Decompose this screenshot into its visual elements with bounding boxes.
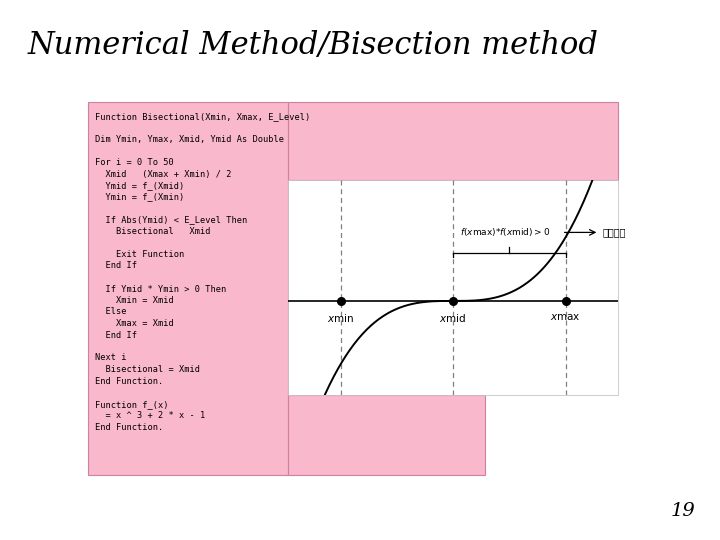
Text: Exit Function: Exit Function xyxy=(95,250,184,259)
Text: Ymid = f_(Xmid): Ymid = f_(Xmid) xyxy=(95,181,184,190)
Text: End If: End If xyxy=(95,330,137,340)
Text: Bisectional = Xmid: Bisectional = Xmid xyxy=(95,365,200,374)
FancyBboxPatch shape xyxy=(88,102,288,475)
FancyBboxPatch shape xyxy=(288,102,618,180)
Text: End Function.: End Function. xyxy=(95,423,163,432)
Text: End If: End If xyxy=(95,261,137,271)
Text: $x$max: $x$max xyxy=(550,312,581,322)
Text: Next i: Next i xyxy=(95,354,127,362)
Text: Else: Else xyxy=(95,307,127,316)
Text: Bisectional   Xmid: Bisectional Xmid xyxy=(95,227,210,236)
Text: $f(x$max$)$*$f(x$mid$) > 0$: $f(x$max$)$*$f(x$mid$) > 0$ xyxy=(460,226,551,238)
FancyBboxPatch shape xyxy=(288,395,485,475)
Text: For i = 0 To 50: For i = 0 To 50 xyxy=(95,158,174,167)
Text: Numerical Method/Bisection method: Numerical Method/Bisection method xyxy=(28,30,599,61)
Text: 기각영역: 기각영역 xyxy=(602,227,626,238)
Text: If Ymid * Ymin > 0 Then: If Ymid * Ymin > 0 Then xyxy=(95,285,226,294)
Text: If Abs(Ymid) < E_Level Then: If Abs(Ymid) < E_Level Then xyxy=(95,215,247,225)
FancyBboxPatch shape xyxy=(288,180,618,395)
Text: End Function.: End Function. xyxy=(95,376,163,386)
Text: Dim Ymin, Ymax, Xmid, Ymid As Double: Dim Ymin, Ymax, Xmid, Ymid As Double xyxy=(95,135,284,144)
Text: Ymin = f_(Xmin): Ymin = f_(Xmin) xyxy=(95,192,184,201)
Text: 19: 19 xyxy=(670,502,695,520)
Text: = x ^ 3 + 2 * x - 1: = x ^ 3 + 2 * x - 1 xyxy=(95,411,205,421)
Text: Function Bisectional(Xmin, Xmax, E_Level): Function Bisectional(Xmin, Xmax, E_Level… xyxy=(95,112,310,121)
Text: $x$mid: $x$mid xyxy=(439,312,467,325)
Text: Xmin = Xmid: Xmin = Xmid xyxy=(95,296,174,305)
Text: Xmid   (Xmax + Xmin) / 2: Xmid (Xmax + Xmin) / 2 xyxy=(95,170,232,179)
Text: Function f_(x): Function f_(x) xyxy=(95,400,168,409)
Text: Xmax = Xmid: Xmax = Xmid xyxy=(95,319,174,328)
Text: $x$min: $x$min xyxy=(327,312,354,325)
